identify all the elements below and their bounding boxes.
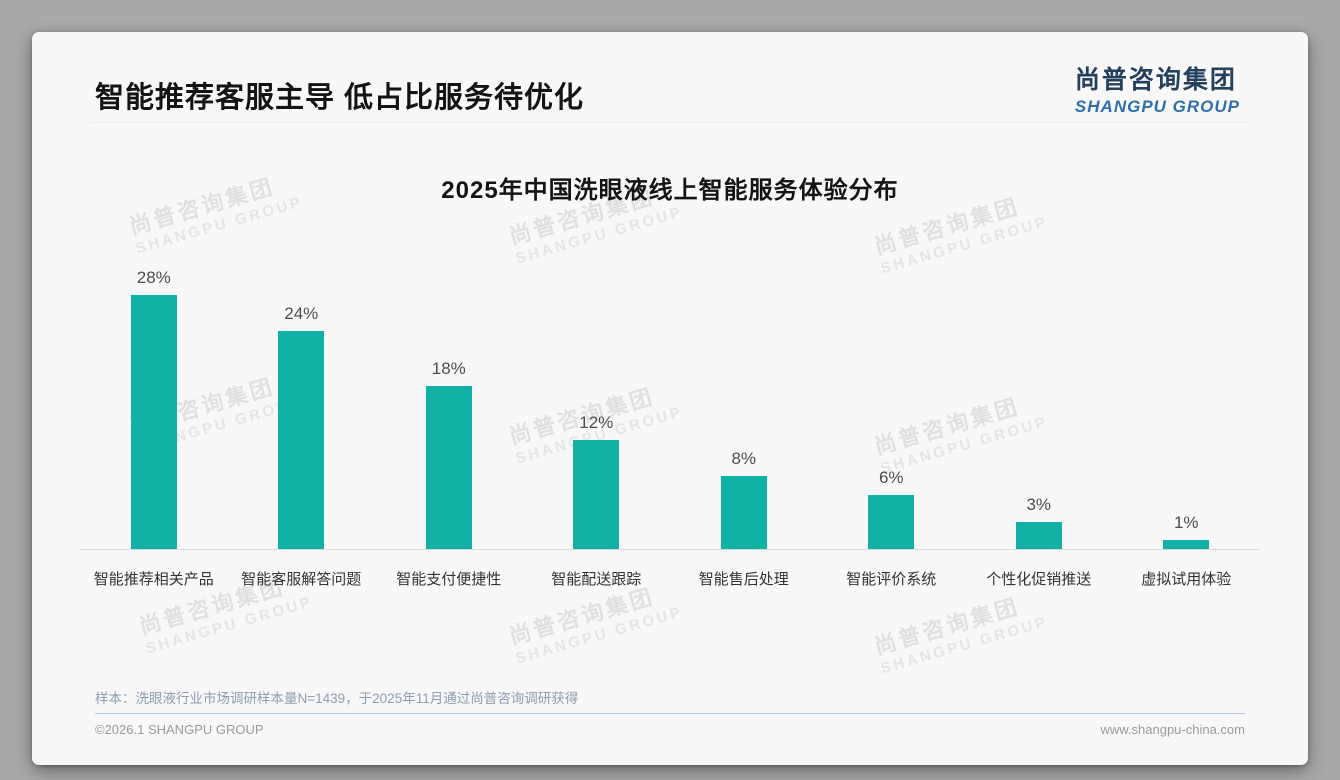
page-title: 智能推荐客服主导 低占比服务待优化 [95,82,585,114]
bar-value-label: 12% [579,413,614,432]
watermark-english-text: SHANGPU GROUP [878,613,1050,678]
logo-chinese-text: 尚普咨询集团 [1074,66,1237,94]
bar-column: 1% [1113,257,1261,549]
logo-english-text: SHANGPU GROUP [1074,97,1240,116]
bar [278,331,325,549]
bar-column: 8% [670,257,818,549]
x-axis-category-labels: 智能推荐相关产品 智能客服解答问题 智能支付便捷性 智能配送跟踪 智能售后处理 智能评价系… [80,568,1260,589]
bar [720,476,767,549]
bar-value-label: 24% [284,304,319,323]
bar [1015,522,1062,549]
copyright-text: ©2026.1 SHANGPU GROUP [95,722,264,737]
bar-value-label: 3% [1026,495,1052,514]
bar [425,386,472,549]
bar-value-label: 28% [136,268,171,287]
category-label: 智能售后处理 [698,571,789,588]
watermark-english-text: SHANGPU GROUP [513,603,685,668]
bar [1163,540,1210,549]
header-divider [90,122,1250,123]
category-label: 虚拟试用体验 [1141,571,1232,588]
category-label: 智能支付便捷性 [396,571,502,588]
bar-column: 24% [228,257,376,549]
bar-column: 12% [523,257,671,549]
bar-value-label: 8% [731,449,757,468]
bar-chart-plot-area: 28% 24% 18% 12% 8% 6% 3% 1% [80,257,1260,549]
bar-value-label: 1% [1173,513,1199,532]
bar-value-label: 18% [431,359,466,378]
bar-value-label: 6% [878,468,904,487]
category-label: 个性化促销推送 [986,571,1092,588]
x-axis-line [80,549,1260,550]
website-url: www.shangpu-china.com [1100,722,1245,737]
watermark-english-text: SHANGPU GROUP [143,593,315,658]
company-logo: 尚普咨询集团 SHANGPU GROUP [1075,60,1240,117]
category-label: 智能推荐相关产品 [93,571,214,588]
category-label: 智能评价系统 [846,571,937,588]
footer-divider [95,713,1245,714]
bar [573,440,620,549]
bar-column: 18% [375,257,523,549]
sample-footnote: 样本：洗眼液行业市场调研样本量N=1439，于2025年11月通过尚普咨询调研获… [95,691,579,706]
bar-column: 6% [818,257,966,549]
chart-title: 2025年中国洗眼液线上智能服务体验分布 [441,177,899,204]
category-label: 智能配送跟踪 [551,571,642,588]
bar [868,495,915,549]
watermark: 尚普咨询集团 SHANGPU GROUP [870,583,1050,678]
bar-column: 3% [965,257,1113,549]
bar [130,295,177,549]
category-label: 智能客服解答问题 [241,571,362,588]
watermark-chinese-text: 尚普咨询集团 [871,593,1023,660]
slide-card: 尚普咨询集团 SHANGPU GROUP 尚普咨询集团 SHANGPU GROUP 尚普… [32,32,1308,765]
bar-column: 28% [80,257,228,549]
